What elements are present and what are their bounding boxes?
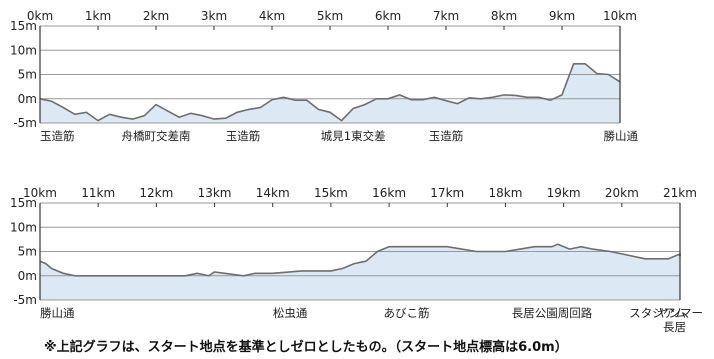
x-tick-label: 18km (488, 186, 522, 200)
y-tick-label: 0m (18, 269, 37, 283)
elevation-line-2 (39, 243, 681, 277)
x-tick-label: 12km (139, 186, 173, 200)
x-tick-label: 16km (372, 186, 406, 200)
x-tick-label: 0km (27, 9, 53, 23)
y-tick-label: 5m (18, 68, 37, 82)
elevation-line-1 (39, 63, 621, 122)
x-tick-label: 17km (430, 186, 464, 200)
place-label: 玉造筋 (429, 129, 464, 143)
x-tick-label: 1km (85, 9, 111, 23)
x-tick-label: 7km (433, 9, 459, 23)
place-label: ヤンマー (657, 306, 703, 320)
y-tick-label: -5m (13, 293, 37, 307)
place-label: スタジアム (629, 306, 686, 320)
place-label: 松虫通 (273, 306, 308, 320)
y-tick-label: 10m (10, 220, 37, 234)
x-tick-label: 14km (256, 186, 290, 200)
x-tick-label: 4km (259, 9, 285, 23)
x-tick-label: 3km (201, 9, 227, 23)
x-tick-label: 10km (23, 186, 57, 200)
y-tick-label: 15m (10, 196, 37, 210)
x-tick-label: 6km (375, 9, 401, 23)
x-tick-label: 2km (143, 9, 169, 23)
x-tick-label: 20km (605, 186, 639, 200)
elevation-area-2 (40, 244, 680, 300)
x-tick-label: 10km (603, 9, 637, 23)
y-tick-label: -5m (13, 116, 37, 130)
y-tick-label: 5m (18, 245, 37, 259)
place-label: 舟橋町交差南 (122, 129, 191, 143)
place-label: 玉造筋 (40, 129, 75, 143)
place-label: 勝山通 (40, 306, 75, 320)
x-tick-label: 19km (547, 186, 581, 200)
x-tick-label: 15km (314, 186, 348, 200)
x-tick-label: 11km (81, 186, 115, 200)
x-tick-label: 8km (491, 9, 517, 23)
x-tick-label: 9km (549, 9, 575, 23)
y-tick-label: 15m (10, 19, 37, 33)
x-tick-label: 13km (198, 186, 232, 200)
place-label: 勝山通 (604, 129, 639, 143)
place-label: 長居 (663, 320, 686, 334)
place-label: 玉造筋 (226, 129, 261, 143)
place-label: あびこ筋 (384, 306, 430, 320)
x-tick-label: 21km (663, 186, 697, 200)
footnote: ※上記グラフは、スタート地点を基準としゼロとしたもの。（スタート地点標高は6.0… (44, 340, 568, 355)
place-label: 城見1東交差 (321, 129, 386, 143)
place-label: 長居公園周回路 (512, 306, 593, 320)
y-tick-label: 0m (18, 92, 37, 106)
y-tick-label: 10m (10, 43, 37, 57)
x-tick-label: 5km (317, 9, 343, 23)
elevation-area-1 (40, 63, 620, 123)
